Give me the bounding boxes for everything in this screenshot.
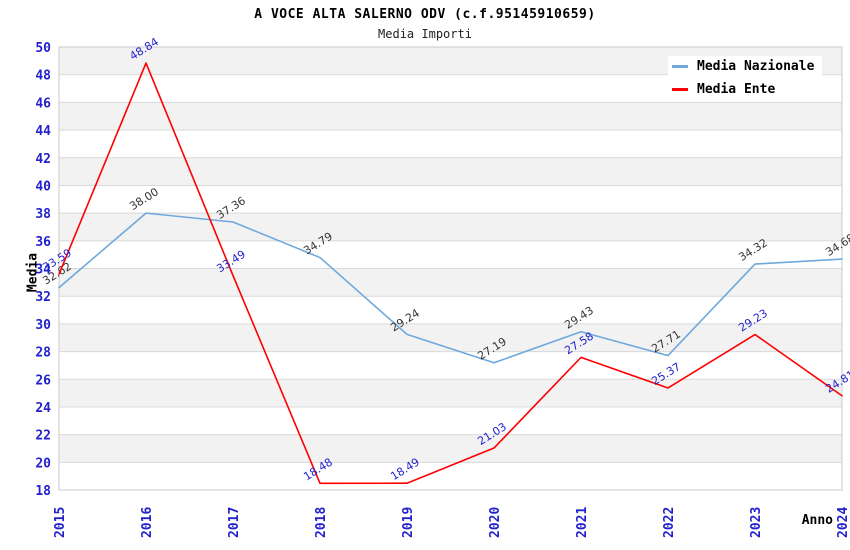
svg-text:2024: 2024 (836, 507, 850, 538)
legend: Media Nazionale Media Ente (668, 56, 823, 100)
svg-text:46: 46 (35, 96, 51, 111)
svg-text:18: 18 (35, 484, 51, 499)
series-line (58, 62, 843, 485)
svg-text:26: 26 (35, 373, 51, 388)
svg-text:38: 38 (35, 207, 51, 222)
svg-text:2018: 2018 (314, 507, 329, 538)
y-axis-title: Media (25, 252, 41, 293)
svg-text:2021: 2021 (575, 507, 590, 538)
chart-subtitle: Media Importi (378, 27, 472, 41)
svg-text:28: 28 (35, 346, 51, 361)
data-point-label: 24.81 (823, 368, 850, 396)
svg-text:24: 24 (35, 401, 51, 416)
svg-text:22: 22 (35, 429, 51, 444)
x-axis-tick-labels: 2015 2016 2017 2018 2019 2020 2021 2022 2023 2024 (53, 507, 850, 538)
svg-text:2016: 2016 (140, 507, 155, 538)
svg-text:34: 34 (35, 263, 51, 278)
legend-label-media-nazionale: Media Nazionale (697, 59, 815, 74)
svg-text:2023: 2023 (749, 507, 764, 538)
svg-text:30: 30 (35, 318, 51, 333)
legend-swatch-media-nazionale-icon (672, 65, 688, 68)
svg-text:32: 32 (35, 290, 51, 305)
svg-text:2015: 2015 (53, 507, 68, 538)
x-axis-title: Anno (801, 513, 833, 528)
legend-item-media-nazionale: Media Nazionale (668, 56, 823, 77)
legend-swatch-media-ente-icon (672, 88, 688, 91)
series-line (58, 212, 843, 364)
legend-item-media-ente: Media Ente (668, 79, 823, 100)
svg-text:48: 48 (35, 69, 51, 84)
plot-bands (59, 47, 842, 463)
legend-label-media-ente: Media Ente (697, 82, 776, 97)
svg-text:42: 42 (35, 152, 51, 167)
y-axis-tick-labels: 18 20 22 24 26 28 30 32 34 36 38 40 42 44 46 48 50 (35, 41, 51, 499)
svg-text:40: 40 (35, 179, 51, 194)
svg-text:2017: 2017 (227, 507, 242, 538)
svg-text:20: 20 (35, 456, 51, 471)
svg-text:2020: 2020 (488, 507, 503, 538)
svg-text:36: 36 (35, 235, 51, 250)
data-point-label: 38.00 (127, 185, 161, 213)
svg-text:2019: 2019 (401, 507, 416, 538)
svg-text:2022: 2022 (662, 507, 677, 538)
chart-title: A VOCE ALTA SALERNO ODV (c.f.95145910659… (254, 7, 596, 22)
plot-gridlines (58, 46, 843, 491)
svg-text:44: 44 (35, 124, 51, 139)
svg-text:50: 50 (35, 41, 51, 56)
